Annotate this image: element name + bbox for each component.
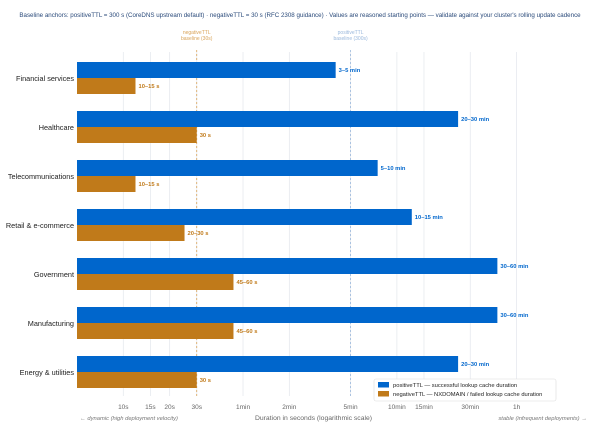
bar-value-label: 20–30 s [188,231,209,237]
bar-value-label: 10–15 s [138,84,159,90]
negative-ttl-bar [77,274,234,290]
negative-ttl-bar [77,176,136,192]
negative-ttl-bar [77,127,197,143]
bar-value-label: 3–5 min [339,68,361,74]
bar-value-label: 10–15 min [415,215,443,221]
x-tick-label: 15min [415,404,433,411]
bar-value-label: 20–30 min [461,362,489,368]
x-tick-label: 2min [282,404,296,411]
legend-label: positiveTTL — successful lookup cache du… [393,383,517,389]
x-axis-title: Duration in seconds (logarithmic scale) [255,415,372,422]
bar-value-label: 45–60 s [236,280,257,286]
positive-ttl-bar [77,111,459,127]
annotation-stable: stable (infrequent deployments) → [498,416,587,422]
negative-ttl-bar [77,78,136,94]
category-label: Manufacturing [28,319,74,328]
positive-ttl-bar [77,209,412,225]
legend-swatch [378,391,389,397]
bar-value-label: 10–15 s [138,182,159,188]
category-label: Energy & utilities [20,368,75,377]
legend-swatch [378,382,389,388]
category-label: Government [34,270,74,279]
reference-label: positiveTTL [338,30,364,36]
x-tick-label: 30s [191,404,202,411]
reference-label: baseline (30s) [181,36,213,42]
bar-value-label: 30–60 min [500,313,528,319]
x-tick-label: 15s [145,404,156,411]
bar-value-label: 30–60 min [500,264,528,270]
legend-label: negativeTTL — NXDOMAIN / failed lookup c… [393,392,542,398]
category-label: Healthcare [39,123,74,132]
reference-label: baseline (300s) [333,36,368,42]
reference-label: negativeTTL [183,30,211,36]
positive-ttl-bar [77,258,498,274]
x-tick-label: 10s [118,404,129,411]
bar-value-label: 45–60 s [236,329,257,335]
positive-ttl-bar [77,160,378,176]
x-tick-label: 30min [461,404,479,411]
category-label: Financial services [16,74,74,83]
x-tick-label: 10min [388,404,406,411]
chart-subtitle: Baseline anchors: positiveTTL = 300 s (C… [19,12,581,19]
positive-ttl-bar [77,356,459,372]
negative-ttl-bar [77,225,185,241]
legend [373,378,557,402]
positive-ttl-bar [77,62,336,78]
bar-value-label: 30 s [200,133,211,139]
negative-ttl-bar [77,323,234,339]
x-tick-label: 20s [164,404,175,411]
bar-value-label: 30 s [200,378,211,384]
negative-ttl-bar [77,372,197,388]
category-label: Telecommunications [8,172,74,181]
bar-value-label: 5–10 min [381,166,406,172]
x-tick-label: 5min [344,404,358,411]
positive-ttl-bar [77,307,498,323]
x-tick-label: 1min [236,404,250,411]
category-label: Retail & e-commerce [6,221,74,230]
bar-value-label: 20–30 min [461,117,489,123]
annotation-dynamic: ← dynamic (high deployment velocity) [80,416,178,422]
x-tick-label: 1h [513,404,521,411]
